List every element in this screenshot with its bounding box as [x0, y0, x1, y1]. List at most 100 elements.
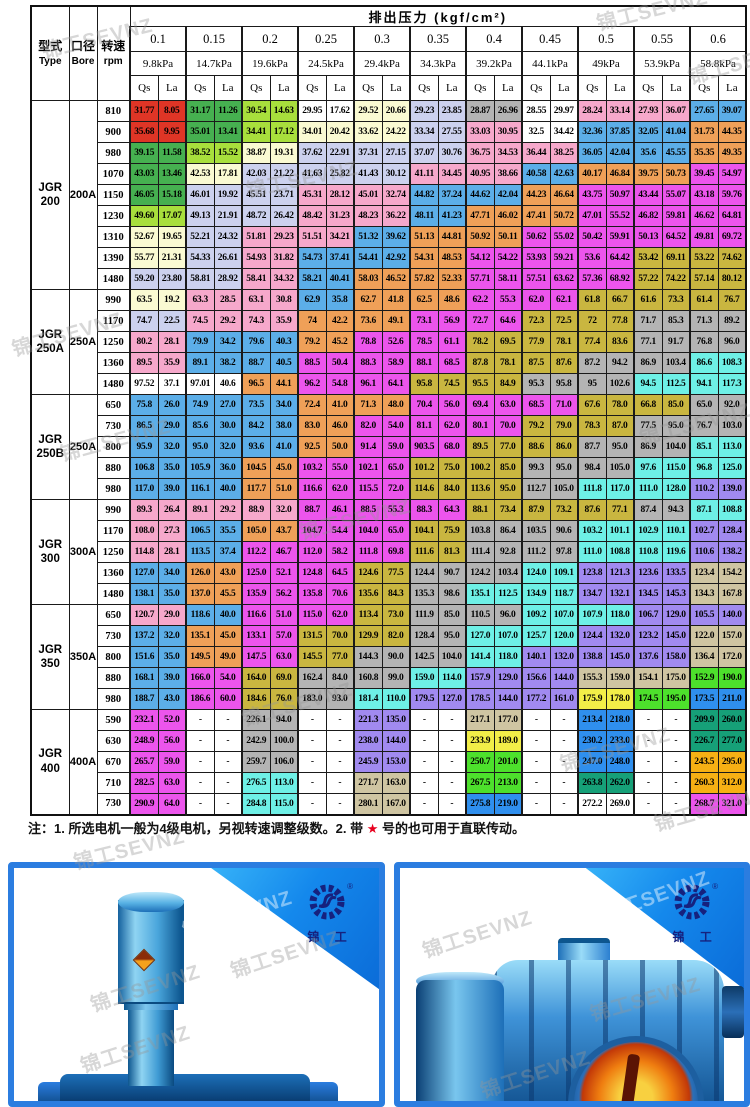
la-cell: 9.95	[157, 121, 187, 143]
qs-cell: 35.6	[633, 142, 663, 164]
la-cell: 56.9	[437, 310, 467, 332]
table-row: 1390 55.77 21.31 54.33 26.61 54.93 31.82 54.73 3…	[31, 247, 747, 269]
la-header: La	[605, 75, 635, 101]
qs-cell: 138.8	[577, 646, 607, 668]
la-cell: 34.21	[325, 226, 355, 248]
qs-cell: 28.24	[577, 100, 607, 122]
pressure-column-header: 0.45	[521, 26, 579, 52]
la-cell: 78.1	[493, 352, 523, 374]
qs-cell: 903.5	[409, 436, 439, 458]
la-cell: 138.2	[717, 541, 747, 563]
la-cell: 77.8	[605, 310, 635, 332]
table-row: 1170 74.7 22.5 74.5 29.2 74.3 35.9 74 42.2 73.6 49…	[31, 310, 747, 332]
la-cell: 43.0	[213, 562, 243, 584]
la-cell: -	[549, 730, 579, 752]
la-cell: 30.0	[213, 415, 243, 437]
qs-cell: 103.2	[577, 520, 607, 542]
header-row: 型式 Type 口径 Bore 转速 rpm 排出压力 (kgf/cm²)	[30, 5, 747, 101]
la-cell: -	[213, 793, 243, 815]
table-row: 880 106.8 35.0 105.9 36.0 104.5 45.0 103.2 55.0 1…	[31, 457, 747, 479]
qs-cell: 74.9	[185, 394, 215, 416]
rpm-cell: 1310	[96, 226, 131, 248]
la-cell: 69.0	[269, 667, 299, 689]
qs-cell: 104.1	[409, 520, 439, 542]
qs-cell: 30.54	[241, 100, 271, 122]
la-cell: 74.22	[661, 268, 691, 290]
la-cell: 50.4	[325, 352, 355, 374]
la-cell: 48.0	[381, 394, 411, 416]
la-cell: 104.0	[661, 436, 691, 458]
rpm-cell: 1250	[96, 541, 131, 563]
qs-header: Qs	[409, 75, 439, 101]
la-cell: 24.32	[213, 226, 243, 248]
la-cell: 63.0	[493, 394, 523, 416]
la-cell: 233.0	[605, 730, 635, 752]
qs-cell: 79.2	[297, 331, 327, 353]
qs-cell: 35.01	[185, 121, 215, 143]
la-cell: 69.11	[661, 247, 691, 269]
qs-cell: 89.1	[185, 352, 215, 374]
qs-cell: 111.8	[577, 478, 607, 500]
qs-header: Qs	[577, 75, 607, 101]
la-cell: 94.2	[605, 352, 635, 374]
table-row: JGR 200 200A 810 31.77 8.05 31.17 11.26 30.54 14.…	[30, 100, 747, 290]
qs-cell: 122.0	[689, 625, 719, 647]
qs-cell: 46.05	[129, 184, 159, 206]
qs-cell: 42.03	[241, 163, 271, 185]
la-cell: 95.0	[437, 625, 467, 647]
la-cell: 39.0	[157, 667, 187, 689]
header-row: Qs La Qs La Qs La Qs La Qs La Qs La Qs La Qs La Qs La Qs La…	[31, 75, 747, 101]
la-cell: 39.0	[157, 478, 187, 500]
la-cell: 29.0	[157, 415, 187, 437]
la-cell: 34.32	[269, 268, 299, 290]
qs-cell: 230.2	[577, 730, 607, 752]
la-cell: 73.4	[493, 499, 523, 521]
qs-cell: 137.6	[633, 646, 663, 668]
brand-logo: ® 锦 工	[672, 882, 718, 945]
rpm-cell: 1170	[96, 310, 131, 332]
rpm-cell: 800	[96, 646, 131, 668]
qs-cell: 50.92	[465, 226, 495, 248]
qs-cell: 73.1	[409, 310, 439, 332]
qs-cell: 226.1	[241, 709, 271, 731]
horizontal-blower-photo[interactable]: ® 锦 工	[394, 862, 750, 1107]
la-cell: 262.0	[605, 772, 635, 794]
table-row: 800 151.6 35.0 149.5 49.0 147.5 63.0 145.5 77.0 1…	[31, 646, 747, 668]
la-cell: 114.0	[437, 667, 467, 689]
pressure-column-header: 0.1	[129, 26, 187, 52]
qs-cell: 49.81	[689, 226, 719, 248]
qs-cell: 123.4	[689, 562, 719, 584]
la-cell: 128.4	[717, 520, 747, 542]
la-cell: 35.5	[213, 520, 243, 542]
qs-cell: 247.0	[577, 751, 607, 773]
rpm-cell: 1360	[96, 352, 131, 374]
la-cell: 105.0	[549, 478, 579, 500]
qs-cell: 57.51	[521, 268, 551, 290]
table-row: JGR250A250A★99063.519.263.328.563.130.86…	[30, 289, 747, 395]
la-cell: 62.0	[325, 604, 355, 626]
qs-cell: 86.9	[633, 436, 663, 458]
qs-cell: 117.7	[241, 478, 271, 500]
la-cell: 95.0	[661, 415, 691, 437]
la-cell: 145.0	[605, 646, 635, 668]
la-cell: 128.0	[661, 478, 691, 500]
la-cell: 36.0	[213, 457, 243, 479]
la-cell: 23.85	[437, 100, 467, 122]
vertical-blower-photo[interactable]: ® 锦 工	[8, 862, 385, 1107]
qs-cell: 271.7	[353, 772, 383, 794]
qs-cell: 245.9	[353, 751, 383, 773]
qs-cell: 129.9	[353, 625, 383, 647]
la-cell: 161.0	[549, 688, 579, 710]
brand-name: 锦 工	[307, 930, 353, 944]
la-cell: 21.22	[269, 163, 299, 185]
la-cell: 42.2	[325, 310, 355, 332]
la-cell: 27.55	[437, 121, 467, 143]
qs-cell: 106.8	[129, 457, 159, 479]
qs-cell: 43.03	[129, 163, 159, 185]
la-cell: 50.11	[493, 226, 523, 248]
la-cell: 72.0	[381, 478, 411, 500]
la-cell: 63.0	[269, 646, 299, 668]
qs-cell: 110.2	[689, 478, 719, 500]
la-cell: 69.72	[717, 226, 747, 248]
qs-cell: 102.9	[633, 520, 663, 542]
